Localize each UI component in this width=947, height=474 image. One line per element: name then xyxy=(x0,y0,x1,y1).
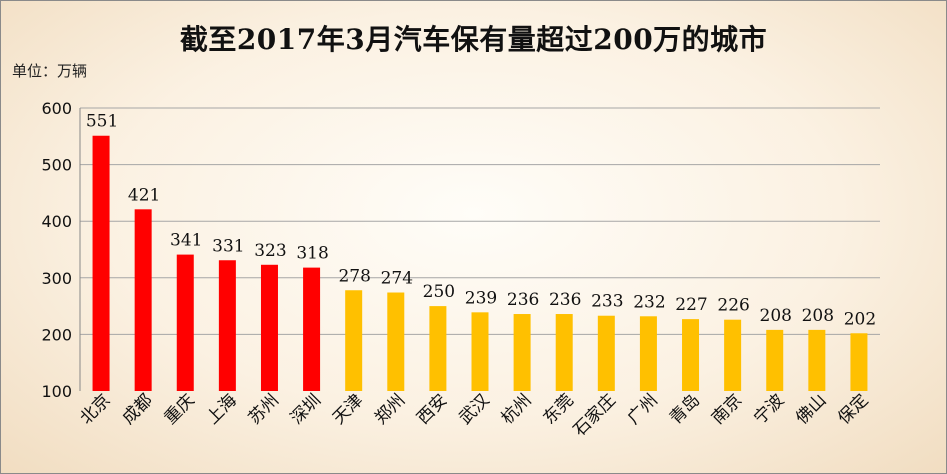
bar-佛山 xyxy=(808,329,826,391)
data-label: 236 xyxy=(549,290,581,310)
data-label: 421 xyxy=(128,185,160,205)
data-label: 232 xyxy=(633,292,665,312)
y-tick-label: 600 xyxy=(41,99,72,118)
x-tick-label: 杭州 xyxy=(497,390,535,428)
x-tick-label: 武汉 xyxy=(455,390,493,428)
bar-青岛 xyxy=(682,319,700,391)
y-tick-label: 400 xyxy=(41,212,72,231)
data-label: 551 xyxy=(86,112,118,132)
unit-label: 单位：万辆 xyxy=(12,62,88,80)
bar-南京 xyxy=(724,319,742,391)
x-tick-label: 西安 xyxy=(413,390,451,428)
chart-title: 截至2017年3月汽车保有量超过200万的城市 xyxy=(179,23,768,56)
data-label: 318 xyxy=(296,244,328,264)
data-label: 208 xyxy=(760,306,792,326)
x-tick-label: 郑州 xyxy=(371,390,409,428)
bar-石家庄 xyxy=(597,315,615,391)
x-tick-label: 深圳 xyxy=(287,390,325,428)
y-tick-label: 200 xyxy=(41,325,72,344)
data-label: 208 xyxy=(802,306,834,326)
bar-上海 xyxy=(218,260,236,391)
x-tick-label: 石家庄 xyxy=(570,390,620,440)
x-tick-label: 重庆 xyxy=(161,390,199,428)
data-label: 233 xyxy=(591,292,623,312)
bar-保定 xyxy=(850,333,868,391)
data-label: 227 xyxy=(675,295,707,315)
bar-宁波 xyxy=(766,329,784,391)
bar-成都 xyxy=(134,209,152,391)
bar-北京 xyxy=(92,135,110,391)
bar-郑州 xyxy=(387,292,405,391)
data-label: 323 xyxy=(254,241,286,261)
x-tick-label: 宁波 xyxy=(750,390,788,428)
x-tick-label: 成都 xyxy=(119,390,157,428)
bar-东莞 xyxy=(555,314,573,391)
data-label: 239 xyxy=(465,288,497,308)
x-tick-label: 苏州 xyxy=(245,390,283,428)
data-label: 250 xyxy=(423,282,455,302)
bar-广州 xyxy=(639,316,657,391)
bar-杭州 xyxy=(513,314,531,391)
x-tick-label: 北京 xyxy=(76,390,114,428)
x-tick-label: 广州 xyxy=(624,390,662,428)
x-tick-label: 佛山 xyxy=(792,390,830,428)
y-tick-label: 500 xyxy=(41,156,72,175)
y-tick-label: 300 xyxy=(41,269,72,288)
x-tick-label: 天津 xyxy=(329,390,367,428)
data-label: 274 xyxy=(381,269,413,289)
x-tick-label: 上海 xyxy=(203,390,241,428)
data-label: 331 xyxy=(212,236,244,256)
data-label: 226 xyxy=(717,296,749,316)
bar-武汉 xyxy=(471,312,489,391)
x-tick-label: 青岛 xyxy=(666,390,704,428)
x-tick-label: 南京 xyxy=(708,390,746,428)
data-label: 341 xyxy=(170,231,202,251)
bar-重庆 xyxy=(176,254,194,391)
data-label: 278 xyxy=(338,266,370,286)
bar-天津 xyxy=(345,290,363,391)
bar-苏州 xyxy=(260,264,278,391)
data-label: 202 xyxy=(844,309,876,329)
x-tick-label: 保定 xyxy=(834,390,872,428)
y-tick-label: 100 xyxy=(41,382,72,401)
bar-深圳 xyxy=(303,267,321,391)
bar-西安 xyxy=(429,306,447,391)
data-label: 236 xyxy=(507,290,539,310)
